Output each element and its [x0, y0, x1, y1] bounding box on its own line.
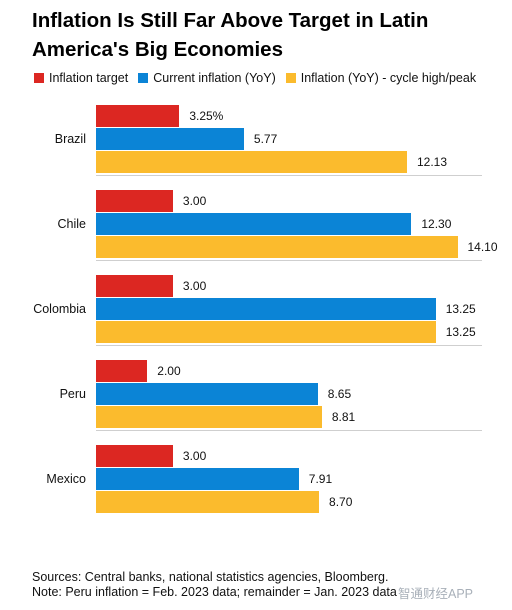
- legend-item-current: Current inflation (YoY): [138, 71, 276, 85]
- value-label-mexico-target: 3.00: [182, 449, 207, 463]
- legend-item-target: Inflation target: [34, 71, 128, 85]
- category-label-mexico: Mexico: [46, 472, 86, 486]
- sources-text: Sources: Central banks, national statist…: [32, 570, 389, 584]
- bar-mexico-peak: [96, 491, 320, 513]
- category-label-brazil: Brazil: [54, 132, 86, 146]
- bar-colombia-peak: [96, 321, 436, 343]
- watermark: 智通财经APP: [398, 587, 474, 601]
- value-label-brazil-current: 5.77: [253, 132, 278, 146]
- value-label-mexico-current: 7.91: [308, 472, 333, 486]
- footer: Sources: Central banks, national statist…: [32, 570, 397, 599]
- value-label-colombia-peak: 13.25: [445, 325, 476, 339]
- bar-chile-current: [96, 213, 412, 235]
- bar-chile-peak: [96, 236, 458, 258]
- bar-brazil-target: [96, 105, 180, 127]
- legend-item-peak: Inflation (YoY) - cycle high/peak: [285, 71, 477, 85]
- bar-brazil-current: [96, 128, 244, 150]
- category-label-peru: Peru: [59, 387, 86, 401]
- legend-swatch-target: [34, 73, 44, 83]
- bar-peru-current: [96, 383, 318, 405]
- chart-title: Inflation Is Still Far Above Target in L…: [32, 9, 429, 61]
- legend: Inflation target Current inflation (YoY)…: [34, 70, 486, 86]
- legend-swatch-current: [138, 73, 149, 83]
- value-label-brazil-peak: 12.13: [417, 155, 448, 169]
- group-divider: [96, 175, 482, 176]
- value-label-peru-target: 2.00: [157, 364, 181, 378]
- bar-colombia-target: [96, 275, 173, 297]
- bar-mexico-current: [96, 468, 299, 490]
- value-label-chile-peak: 14.10: [467, 240, 498, 254]
- value-label-brazil-target: 3.25%: [189, 109, 224, 123]
- legend-swatch-peak: [285, 73, 296, 83]
- category-label-colombia: Colombia: [33, 302, 86, 316]
- value-label-colombia-target: 3.00: [182, 279, 207, 293]
- legend-label-current: Current inflation (YoY): [153, 71, 276, 85]
- bar-colombia-current: [96, 298, 436, 320]
- group-divider: [96, 345, 482, 346]
- bar-peru-peak: [96, 406, 322, 428]
- value-label-chile-target: 3.00: [182, 194, 207, 208]
- bar-brazil-peak: [96, 151, 407, 173]
- value-label-peru-peak: 8.81: [331, 410, 356, 424]
- bar-mexico-target: [96, 445, 173, 467]
- bar-peru-target: [96, 360, 148, 382]
- legend-label-target: Inflation target: [49, 71, 129, 85]
- value-label-peru-current: 8.65: [327, 387, 352, 401]
- value-label-mexico-peak: 8.70: [329, 495, 353, 509]
- value-label-colombia-current: 13.25: [445, 302, 476, 316]
- group-divider: [96, 430, 482, 431]
- value-label-chile-current: 12.30: [421, 217, 452, 231]
- legend-label-peak: Inflation (YoY) - cycle high/peak: [300, 71, 477, 85]
- group-divider: [96, 260, 482, 261]
- bar-chile-target: [96, 190, 173, 212]
- category-label-chile: Chile: [57, 217, 87, 231]
- note-text: Note: Peru inflation = Feb. 2023 data; r…: [32, 584, 397, 599]
